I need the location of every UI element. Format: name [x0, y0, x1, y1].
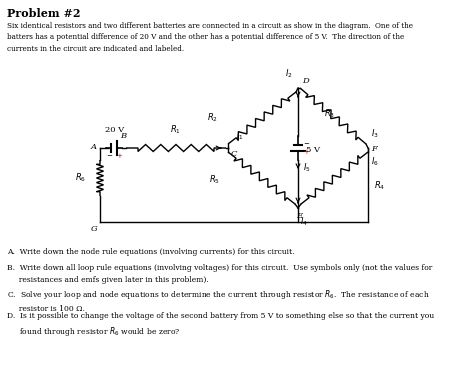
Text: $I_3$: $I_3$	[371, 128, 379, 140]
Text: D.  Is it possible to change the voltage of the second battery from 5 V to somet: D. Is it possible to change the voltage …	[7, 312, 434, 338]
Text: $R_4$: $R_4$	[374, 180, 385, 192]
Text: $I_2$: $I_2$	[285, 68, 293, 80]
Text: G: G	[91, 225, 98, 233]
Text: $R_1$: $R_1$	[170, 124, 181, 136]
Text: C: C	[231, 150, 237, 158]
Text: Problem #2: Problem #2	[7, 8, 81, 19]
Text: E: E	[296, 212, 302, 220]
Text: −: −	[106, 153, 112, 159]
Text: $R_2$: $R_2$	[207, 112, 218, 124]
Text: +: +	[116, 153, 122, 159]
Text: C.  Solve your loop and node equations to determine the current through resistor: C. Solve your loop and node equations to…	[7, 288, 430, 313]
Text: $I_1$: $I_1$	[236, 130, 244, 142]
Text: $R_3$: $R_3$	[324, 108, 335, 120]
Text: $I_6$: $I_6$	[371, 156, 379, 168]
Text: $R_6$: $R_6$	[75, 172, 86, 184]
Text: 5 V: 5 V	[306, 146, 320, 154]
Text: Six identical resistors and two different batteries are connected in a circuit a: Six identical resistors and two differen…	[7, 22, 413, 53]
Text: D: D	[302, 77, 309, 85]
Text: F: F	[371, 145, 377, 153]
Text: +: +	[303, 149, 309, 155]
Text: −: −	[303, 141, 309, 147]
Text: A: A	[91, 143, 97, 151]
Text: A.  Write down the node rule equations (involving currents) for this circuit.: A. Write down the node rule equations (i…	[7, 248, 294, 256]
Text: B: B	[120, 132, 126, 140]
Text: 20 V: 20 V	[105, 126, 124, 134]
Text: $I_4$: $I_4$	[300, 216, 308, 228]
Text: $I_5$: $I_5$	[303, 162, 310, 174]
Text: B.  Write down all loop rule equations (involving voltages) for this circuit.  U: B. Write down all loop rule equations (i…	[7, 264, 432, 284]
Text: $R_5$: $R_5$	[209, 174, 220, 186]
